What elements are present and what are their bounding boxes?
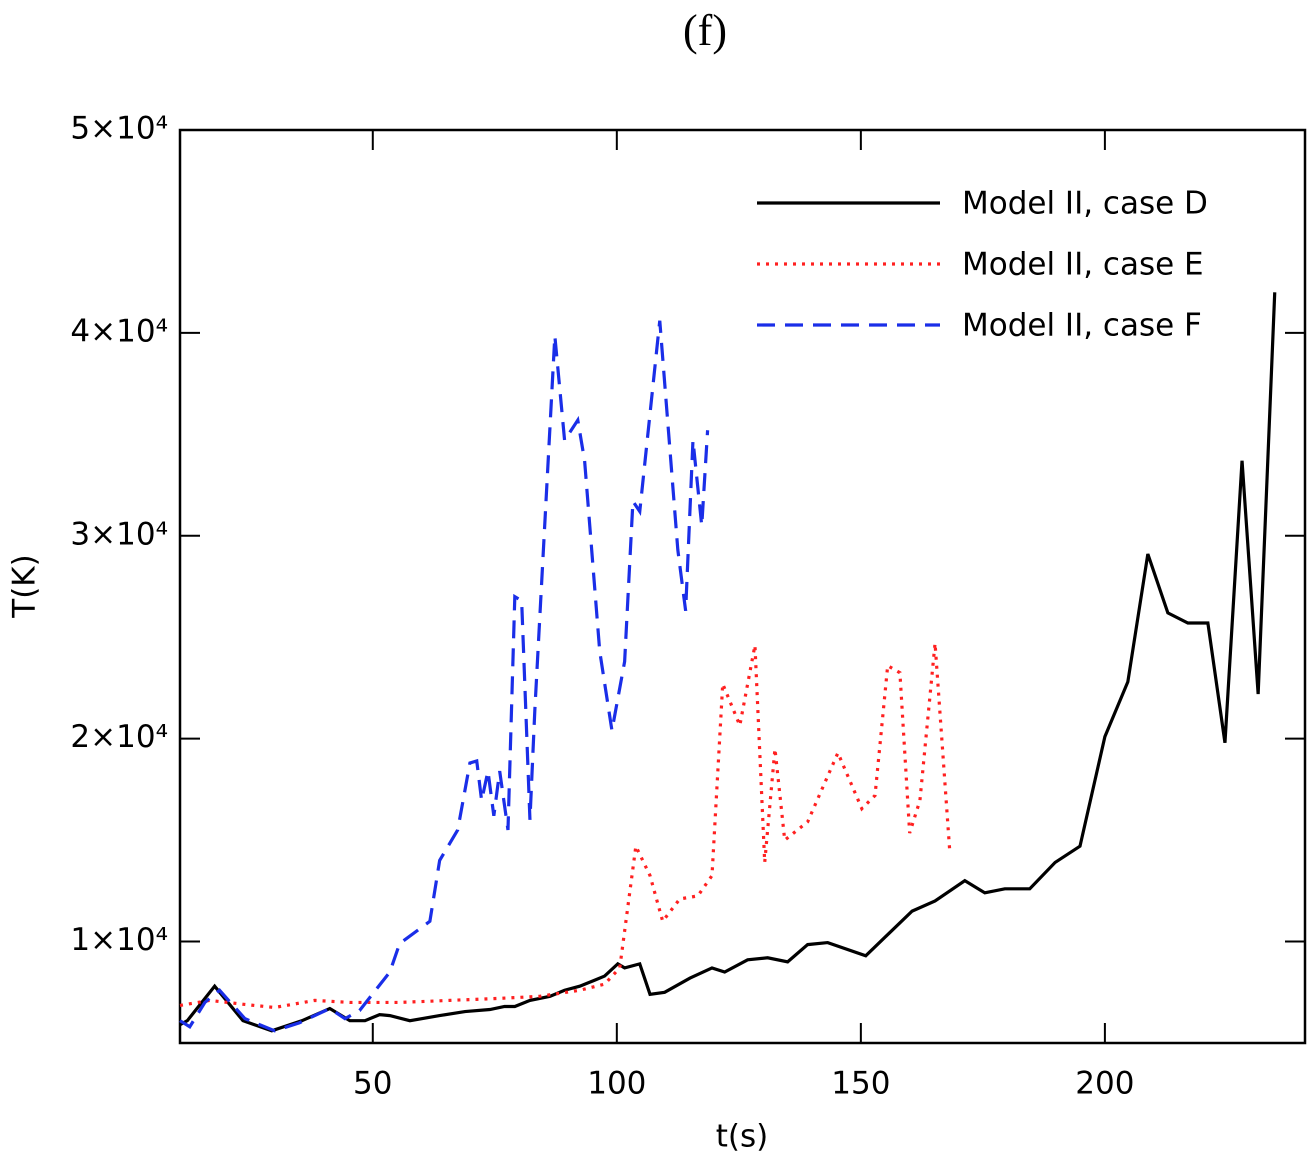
- y-tick-label: 2×10⁴: [70, 719, 168, 755]
- y-tick-label: 4×10⁴: [70, 313, 168, 349]
- data-line: [179, 292, 1277, 1033]
- data-line: [179, 643, 952, 1010]
- chart-title: (f): [683, 6, 727, 55]
- legend-label: Model II, case F: [962, 308, 1202, 344]
- x-tick-label: 50: [353, 1066, 392, 1102]
- x-tick-label: 100: [587, 1066, 646, 1102]
- data-line: [179, 320, 710, 1033]
- plot-frame: [178, 128, 1307, 1045]
- x-tick-label: 200: [1075, 1066, 1134, 1102]
- legend-label: Model II, case D: [962, 186, 1208, 222]
- y-tick-label: 5×10⁴: [70, 111, 168, 147]
- y-tick-label: 1×10⁴: [70, 922, 168, 958]
- legend-label: Model II, case E: [962, 247, 1204, 283]
- x-tick-label: 150: [831, 1066, 890, 1102]
- y-tick-label: 3×10⁴: [70, 516, 168, 552]
- x-axis-label: t(s): [716, 1119, 769, 1155]
- y-axis-label: T(K): [7, 554, 43, 618]
